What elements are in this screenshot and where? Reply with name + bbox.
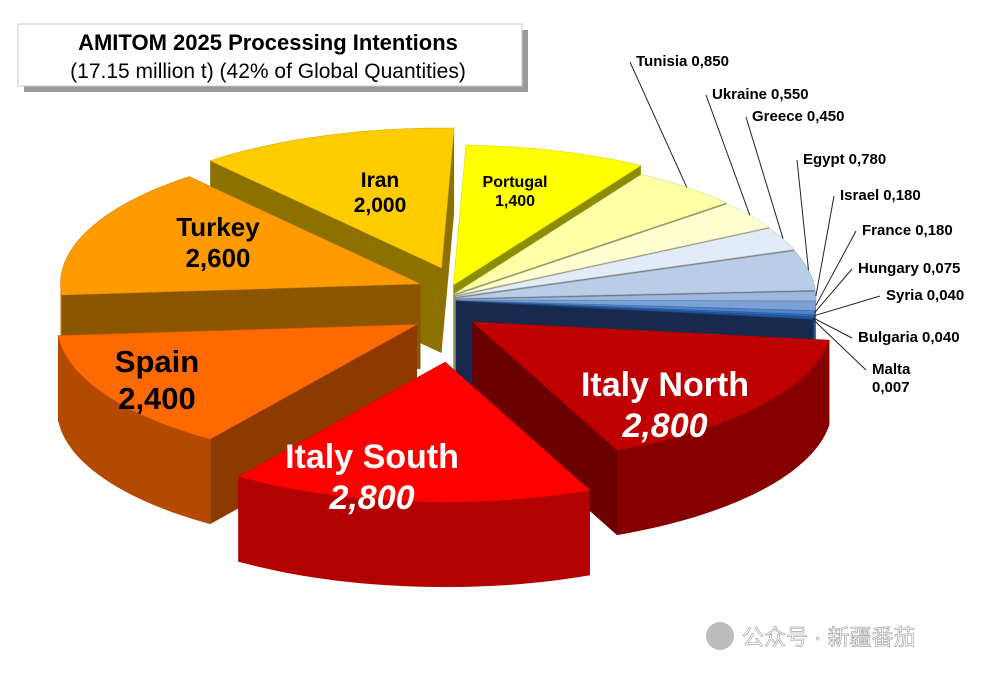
slice-label: Bulgaria 0,040 bbox=[858, 329, 960, 346]
label-name: Spain bbox=[115, 344, 199, 379]
label-name: Tunisia bbox=[636, 53, 688, 70]
leader-line bbox=[814, 268, 853, 314]
slice-label: Hungary 0,075 bbox=[858, 260, 960, 277]
label-name: Bulgaria bbox=[858, 329, 919, 346]
label-value: 0,007 bbox=[872, 379, 910, 396]
label-value: 0,180 bbox=[883, 187, 921, 204]
slice-side bbox=[58, 335, 211, 525]
slice-label: Greece 0,450 bbox=[752, 108, 844, 125]
label-value: 0,040 bbox=[922, 329, 960, 346]
slice bbox=[471, 321, 830, 451]
slice-label: Italy North 2,800 bbox=[581, 366, 749, 445]
label-value: 0,550 bbox=[771, 86, 809, 103]
label-name: Syria bbox=[886, 287, 923, 304]
chart-subtitle: (17.15 million t) (42% of Global Quantit… bbox=[70, 60, 466, 83]
slice-side bbox=[238, 476, 590, 588]
slice-label: Iran 2,000 bbox=[354, 169, 407, 217]
label-value: 2,400 bbox=[118, 381, 196, 416]
slice-wall bbox=[441, 128, 455, 353]
label-name: Israel bbox=[840, 187, 879, 204]
slice bbox=[60, 176, 421, 296]
slice-label: Egypt 0,780 bbox=[803, 151, 886, 168]
leader-line bbox=[813, 317, 853, 339]
slice-label: Israel 0,180 bbox=[840, 187, 921, 204]
label-value: 2,600 bbox=[185, 243, 250, 273]
slice-side bbox=[617, 340, 830, 536]
leader-line bbox=[745, 116, 784, 239]
slice-label: Tunisia 0,850 bbox=[636, 53, 729, 70]
label-name: Italy South bbox=[285, 438, 459, 476]
label-value: 0,850 bbox=[691, 53, 729, 70]
slice-label: Syria 0,040 bbox=[886, 287, 964, 304]
leader-line bbox=[812, 318, 867, 371]
label-name: Portugal bbox=[483, 174, 548, 191]
slice-label: France 0,180 bbox=[862, 222, 953, 239]
watermark: 公众号 · 新疆番茄 bbox=[742, 625, 916, 650]
slice-label: Spain 2,400 bbox=[115, 344, 199, 416]
slice bbox=[453, 144, 642, 286]
slice bbox=[455, 300, 817, 311]
label-name: Hungary bbox=[858, 260, 920, 277]
leader-line bbox=[815, 195, 835, 297]
slice bbox=[57, 324, 418, 440]
label-value: 2,800 bbox=[621, 407, 707, 445]
leader-line bbox=[813, 295, 881, 317]
slice-label: Italy South 2,800 bbox=[285, 438, 459, 517]
label-name: Malta bbox=[872, 361, 911, 378]
slice-label: Portugal 1,400 bbox=[483, 174, 548, 210]
slice-label: Ukraine 0,550 bbox=[712, 86, 809, 103]
label-value: 0,075 bbox=[923, 260, 961, 277]
leader-line bbox=[705, 94, 751, 216]
title-box bbox=[17, 23, 523, 87]
label-name: Egypt bbox=[803, 151, 845, 168]
label-name: Iran bbox=[361, 169, 400, 192]
label-name: Italy North bbox=[581, 366, 749, 404]
label-value: 2,000 bbox=[354, 194, 407, 217]
label-name: Turkey bbox=[176, 212, 260, 242]
label-value: 2,800 bbox=[328, 479, 414, 517]
pie bbox=[57, 127, 830, 588]
watermark-icon bbox=[706, 622, 734, 650]
slice bbox=[455, 300, 814, 320]
label-value: 0,450 bbox=[807, 108, 845, 125]
slice bbox=[453, 174, 728, 295]
slice-label: Turkey 2,600 bbox=[176, 212, 260, 273]
label-value: 1,400 bbox=[495, 193, 535, 210]
slice bbox=[455, 291, 817, 302]
label-name: Ukraine bbox=[712, 86, 767, 103]
chart-title: AMITOM 2025 Processing Intentions bbox=[78, 30, 458, 55]
leader-line bbox=[629, 61, 688, 188]
leader-line bbox=[796, 159, 810, 271]
label-value: 0,780 bbox=[849, 151, 887, 168]
label-value: 0,180 bbox=[915, 222, 953, 239]
leader-line bbox=[815, 230, 857, 307]
label-name: France bbox=[862, 222, 911, 239]
slice bbox=[209, 127, 455, 269]
slice-wall bbox=[472, 321, 617, 536]
label-name: Greece bbox=[752, 108, 803, 125]
labels: Portugal 1,400 Tunisia 0,850 Ukraine 0,550 Gre… bbox=[115, 53, 964, 517]
slice-label: Malta 0,007 bbox=[872, 361, 911, 396]
label-value: 0,040 bbox=[927, 287, 965, 304]
slice bbox=[237, 361, 591, 503]
slice bbox=[455, 250, 816, 299]
